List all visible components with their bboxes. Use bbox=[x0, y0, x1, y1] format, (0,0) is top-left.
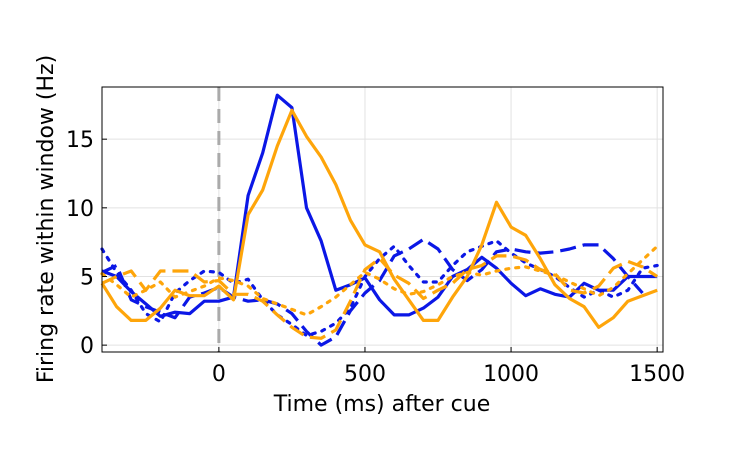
y-tick-label: 0 bbox=[80, 334, 94, 359]
y-axis-title: Firing rate within window (Hz) bbox=[34, 55, 59, 383]
y-tick-label: 5 bbox=[80, 265, 94, 290]
tick-layer: 0 500 1000 1500 0 5 10 15 bbox=[66, 128, 685, 387]
x-tick-label: 500 bbox=[344, 362, 386, 387]
series-line-solid bbox=[101, 93, 658, 318]
x-tick-label: 1000 bbox=[483, 362, 539, 387]
y-tick-label: 15 bbox=[66, 128, 94, 153]
x-tick-label: 1500 bbox=[629, 362, 685, 387]
y-tick-label: 10 bbox=[66, 197, 94, 222]
plot-frame bbox=[101, 86, 664, 353]
series-line-solid bbox=[100, 108, 658, 329]
series-layer bbox=[100, 93, 659, 347]
series-line-dashed bbox=[101, 254, 659, 340]
x-tick-label: 0 bbox=[212, 362, 226, 387]
series-line-dotted bbox=[100, 244, 659, 317]
x-axis-title: Time (ms) after cue bbox=[273, 392, 491, 417]
